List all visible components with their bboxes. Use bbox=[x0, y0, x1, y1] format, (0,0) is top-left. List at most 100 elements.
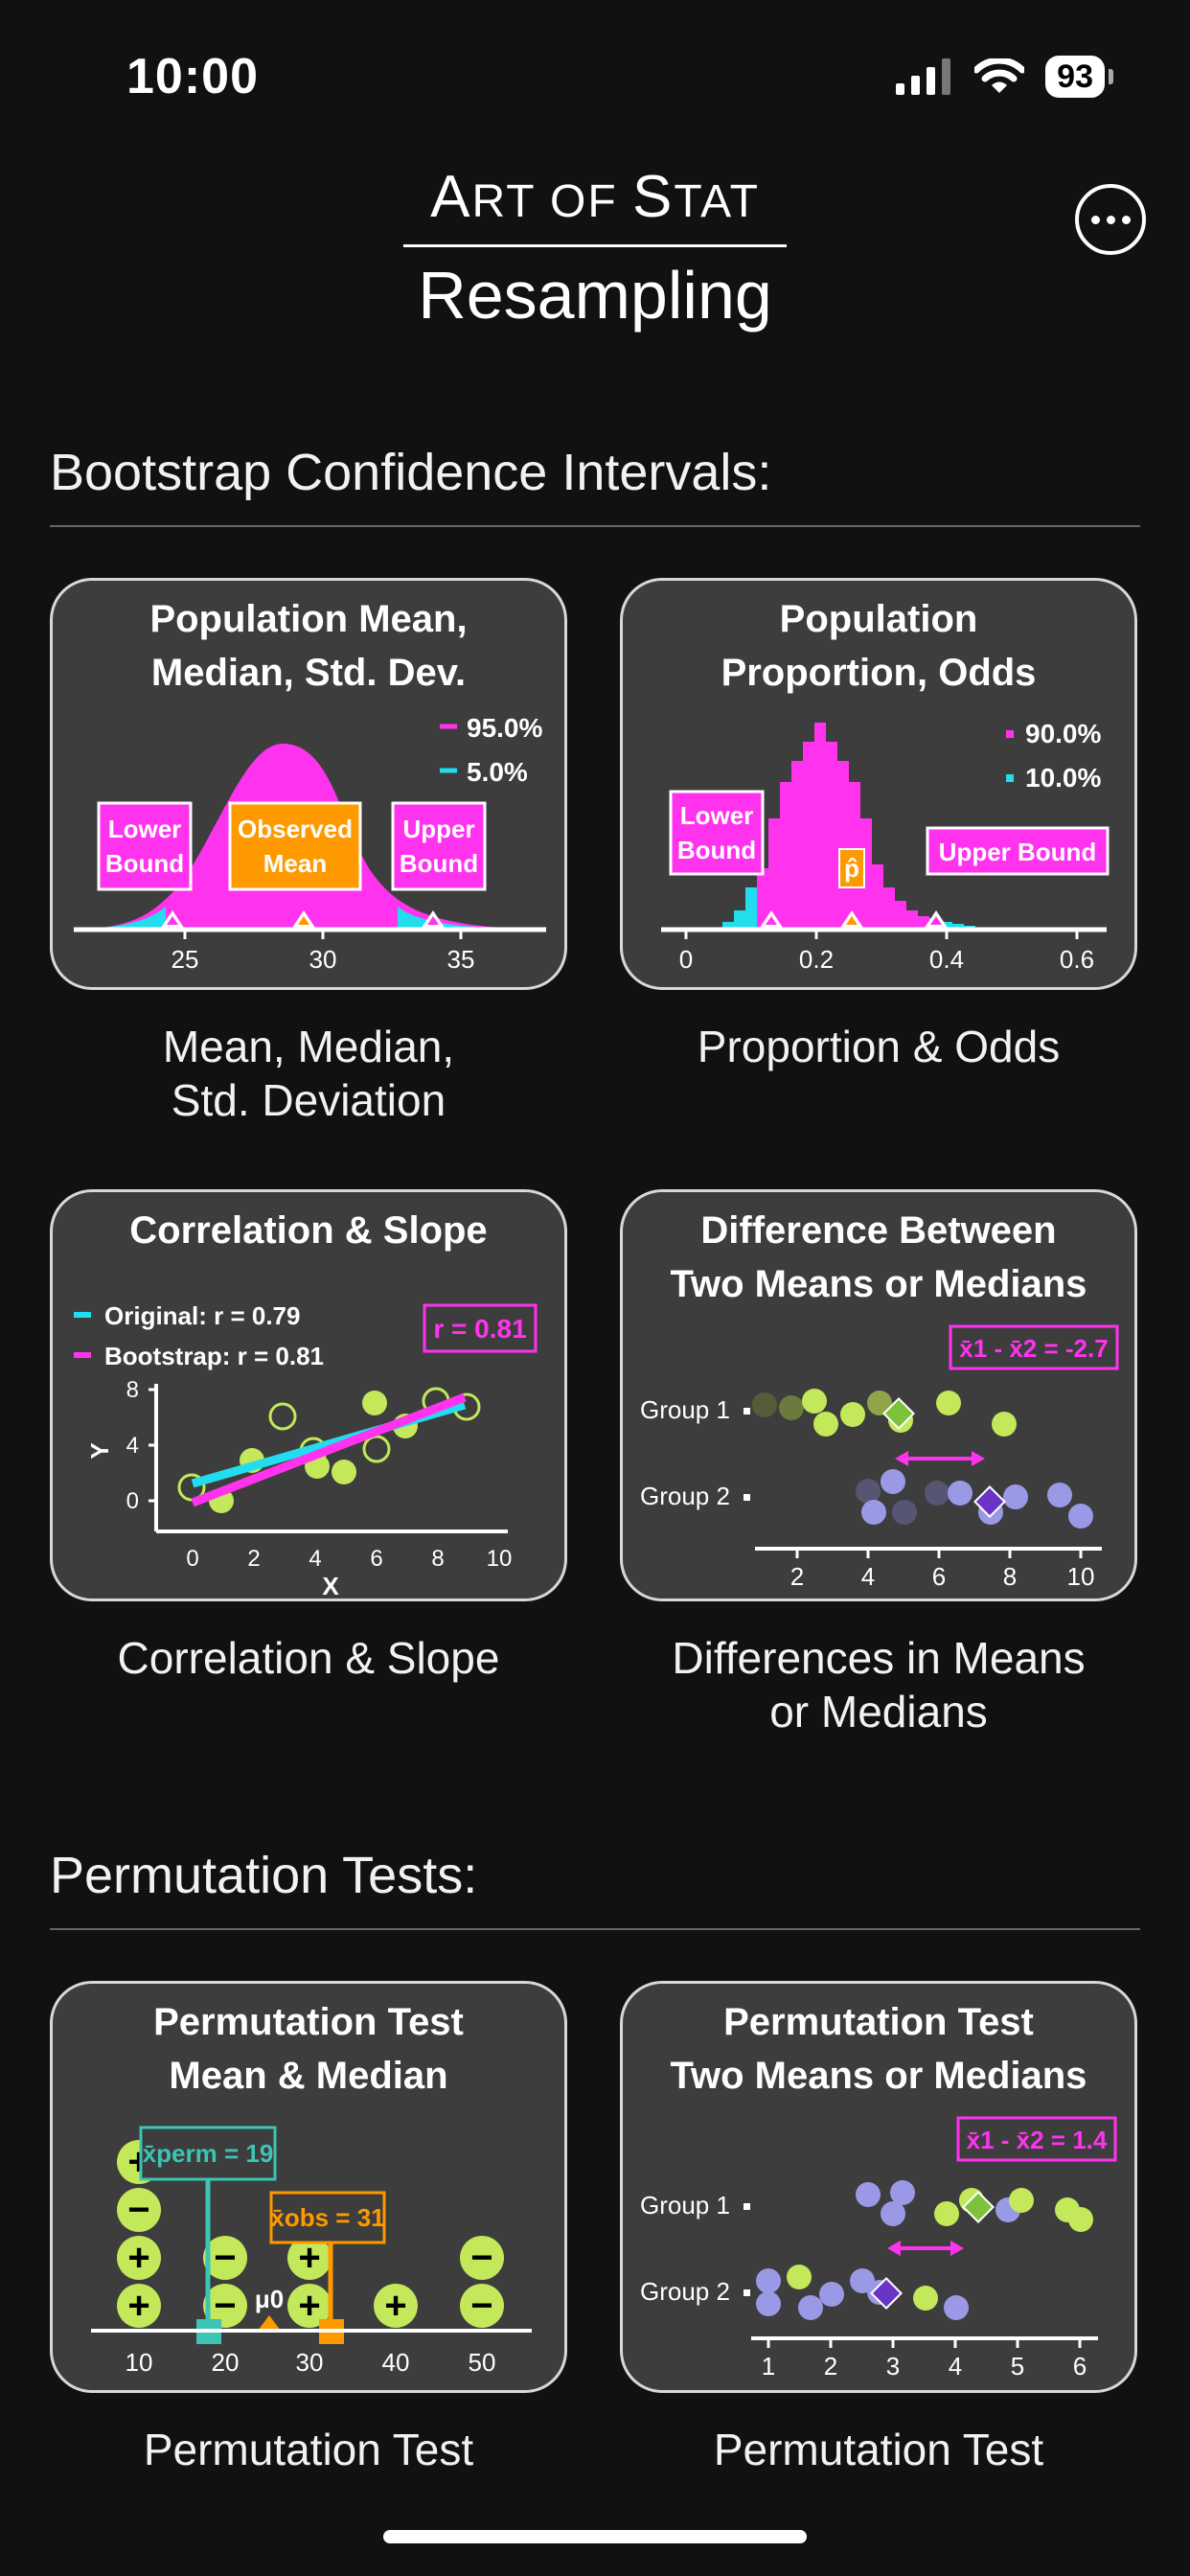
card-caption: Mean, Median, Std. Deviation bbox=[162, 1022, 455, 1125]
status-icons: 93 bbox=[896, 56, 1113, 98]
card-caption: Correlation & Slope bbox=[117, 1633, 500, 1683]
x-tick: 2 bbox=[247, 1546, 260, 1572]
upper-bound-label: Upper bbox=[402, 815, 474, 843]
tick-label: 0.4 bbox=[929, 945, 964, 974]
x-tick: 8 bbox=[431, 1546, 444, 1572]
section-divider bbox=[50, 525, 1140, 527]
tick-label: 35 bbox=[447, 945, 475, 974]
mu-zero-label: μ0 bbox=[255, 2285, 284, 2313]
app-title: ART OF STAT Resampling bbox=[0, 163, 1190, 334]
x-tick: 0 bbox=[186, 1546, 198, 1572]
svg-text:−: − bbox=[127, 2189, 149, 2231]
bootstrap-proportion-chart: 90.0% 10.0% Lower Bound p̂ Upper Bound 0… bbox=[661, 719, 1110, 974]
svg-text:+: + bbox=[127, 2237, 149, 2279]
card-correlation-slope[interactable]: Correlation & Slope Original: r = 0.79 B… bbox=[50, 1189, 567, 1601]
card-title: Permutation Test Two Means or Medians bbox=[670, 2001, 1087, 2097]
legend-90: 90.0% bbox=[1025, 719, 1101, 748]
svg-text:+: + bbox=[298, 2285, 320, 2327]
observed-mean-label: Observed bbox=[238, 815, 353, 843]
svg-text:+: + bbox=[298, 2237, 320, 2279]
legend-95: 95.0% bbox=[467, 713, 542, 743]
svg-text:−: − bbox=[214, 2237, 236, 2279]
permutation-two-means-chart: x̄1 - x̄2 = 1.4 Group 1 Group 2 bbox=[640, 2116, 1117, 2380]
card-permutation-mean-median[interactable]: Permutation Test Mean & Median + − + + − … bbox=[50, 1981, 567, 2393]
group-2-label: Group 2 bbox=[640, 2277, 730, 2306]
permutation-mean-chart: + − + + − − + + + − − x̄perm = 19 x̄obs … bbox=[91, 2126, 532, 2377]
svg-text:Bound: Bound bbox=[677, 836, 756, 864]
sign-tokens: + − + + − − + + + − − bbox=[117, 2140, 504, 2328]
tick-label: 0 bbox=[679, 945, 693, 974]
bootstrap-section-title: Bootstrap Confidence Intervals: bbox=[50, 444, 772, 501]
tick-label: 20 bbox=[212, 2348, 240, 2377]
legend-5: 5.0% bbox=[467, 757, 528, 787]
y-tick: 0 bbox=[126, 1488, 139, 1514]
tick-label: 4 bbox=[949, 2352, 962, 2380]
y-tick: 4 bbox=[126, 1433, 139, 1459]
card-title: Difference Between Two Means or Medians bbox=[670, 1209, 1087, 1305]
battery-indicator: 93 bbox=[1045, 56, 1105, 98]
tick-label: 8 bbox=[1003, 1562, 1017, 1591]
app-subtitle: Resampling bbox=[418, 258, 772, 333]
card-proportion-odds[interactable]: Population Proportion, Odds 90.0% bbox=[620, 578, 1137, 990]
tick-label: 10 bbox=[126, 2348, 153, 2377]
tick-label: 3 bbox=[886, 2352, 900, 2380]
x-tick: 4 bbox=[309, 1546, 321, 1572]
card-caption: Proportion & Odds bbox=[697, 1022, 1061, 1071]
card-mean-median-sd[interactable]: Population Mean, Median, Std. Dev. 95.0% … bbox=[50, 578, 567, 990]
tick-label: 40 bbox=[382, 2348, 410, 2377]
tick-label: 2 bbox=[790, 1562, 804, 1591]
x-tick: 6 bbox=[370, 1546, 382, 1572]
r-badge: r = 0.81 bbox=[433, 1314, 526, 1344]
difference-badge: x̄1 - x̄2 = 1.4 bbox=[967, 2126, 1108, 2154]
svg-text:Bound: Bound bbox=[400, 849, 478, 878]
battery-tip-icon bbox=[1109, 69, 1113, 84]
difference-badge: x̄1 - x̄2 = -2.7 bbox=[959, 1334, 1108, 1363]
tick-label: 30 bbox=[296, 2348, 324, 2377]
status-bar: 10:00 93 bbox=[0, 0, 1190, 144]
tick-label: 4 bbox=[861, 1562, 875, 1591]
more-dot-icon bbox=[1106, 215, 1115, 224]
obs-mean-label: x̄obs = 31 bbox=[270, 2203, 384, 2232]
svg-text:−: − bbox=[470, 2285, 492, 2327]
tick-label: 1 bbox=[762, 2352, 775, 2380]
card-caption: Permutation Test bbox=[713, 2425, 1044, 2474]
p-hat-label: p̂ bbox=[844, 854, 859, 883]
permutation-section-title: Permutation Tests: bbox=[50, 1847, 478, 1904]
card-title: Population Mean, Median, Std. Dev. bbox=[149, 598, 468, 694]
svg-text:+: + bbox=[127, 2285, 149, 2327]
tick-label: 0.2 bbox=[799, 945, 834, 974]
wifi-icon bbox=[974, 58, 1025, 93]
home-indicator[interactable] bbox=[383, 2530, 807, 2543]
difference-chart: x̄1 - x̄2 = -2.7 Group 1 Group 2 bbox=[640, 1324, 1119, 1591]
tick-label: 2 bbox=[824, 2352, 837, 2380]
card-difference-means[interactable]: Difference Between Two Means or Medians x… bbox=[620, 1189, 1137, 1601]
more-dot-icon bbox=[1121, 215, 1131, 224]
x-tick: 10 bbox=[487, 1546, 513, 1572]
legend-bootstrap: Bootstrap: r = 0.81 bbox=[104, 1342, 324, 1370]
more-options-button[interactable] bbox=[1075, 184, 1146, 255]
card-title: Correlation & Slope bbox=[129, 1209, 488, 1252]
legend-original: Original: r = 0.79 bbox=[104, 1301, 300, 1330]
tick-label: 0.6 bbox=[1060, 945, 1094, 974]
group-1-label: Group 1 bbox=[640, 2191, 730, 2220]
more-dot-icon bbox=[1090, 215, 1100, 224]
svg-text:−: − bbox=[214, 2285, 236, 2327]
card-caption: Differences in Means or Medians bbox=[672, 1633, 1086, 1736]
tick-label: 30 bbox=[309, 945, 337, 974]
group-2-label: Group 2 bbox=[640, 1482, 730, 1510]
tick-label: 6 bbox=[1073, 2352, 1087, 2380]
perm-mean-label: x̄perm = 19 bbox=[143, 2139, 274, 2168]
tick-label: 5 bbox=[1011, 2352, 1024, 2380]
svg-text:Bound: Bound bbox=[105, 849, 184, 878]
svg-text:Mean: Mean bbox=[263, 849, 327, 878]
tick-label: 10 bbox=[1067, 1562, 1095, 1591]
status-time: 10:00 bbox=[126, 49, 259, 104]
tick-label: 25 bbox=[172, 945, 199, 974]
group-1-label: Group 1 bbox=[640, 1395, 730, 1424]
tick-label: 6 bbox=[932, 1562, 946, 1591]
legend-10: 10.0% bbox=[1025, 763, 1101, 793]
card-title: Population Proportion, Odds bbox=[721, 598, 1037, 694]
y-axis-label: Y bbox=[85, 1442, 114, 1459]
svg-text:−: − bbox=[470, 2237, 492, 2279]
card-permutation-two-means[interactable]: Permutation Test Two Means or Medians x̄1… bbox=[620, 1981, 1137, 2393]
